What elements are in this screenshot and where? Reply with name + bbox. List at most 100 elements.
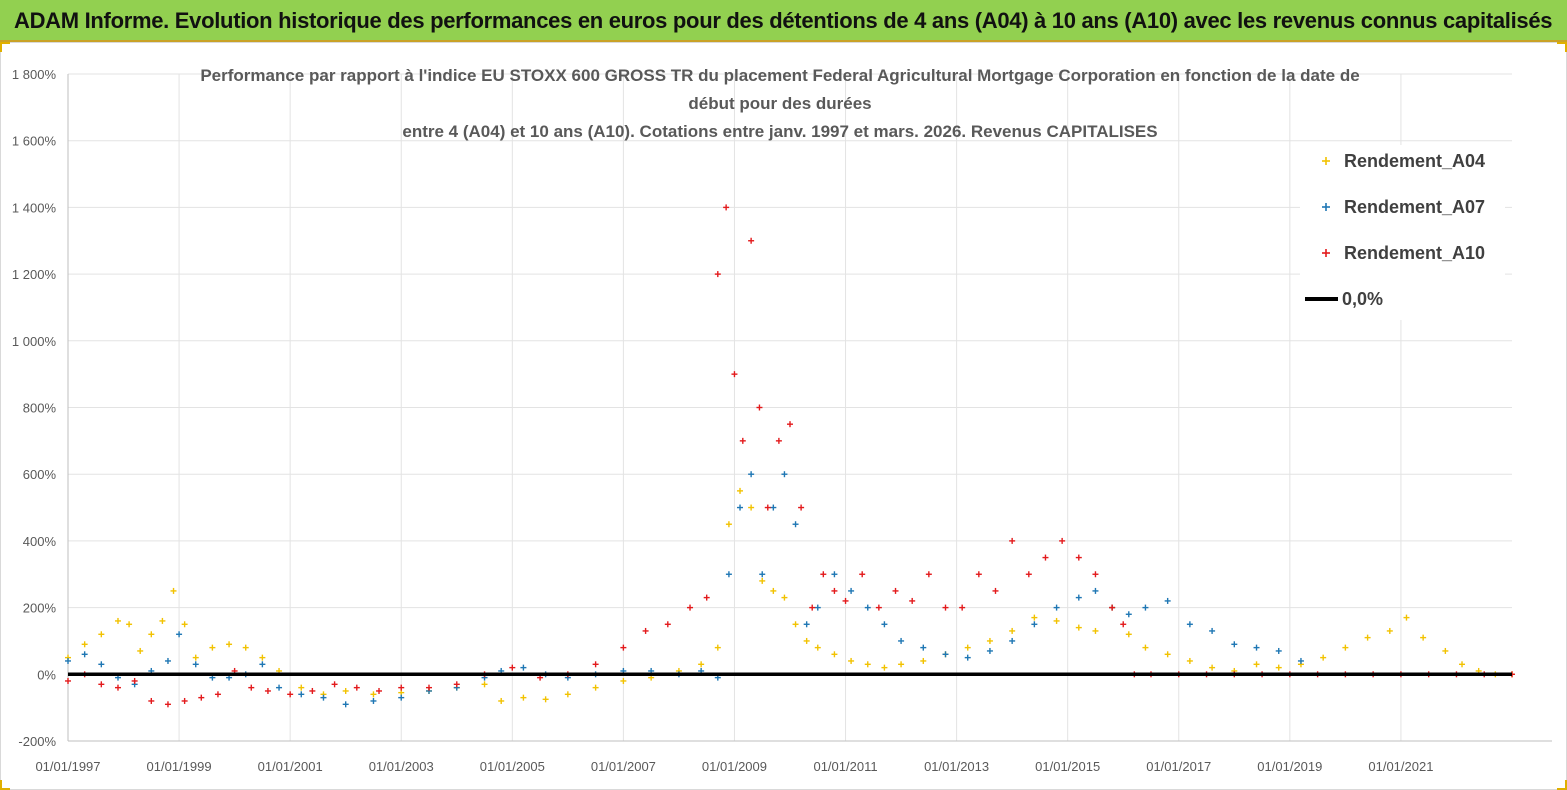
series-rendement-a04-point [114, 617, 121, 624]
series-rendement-a04-point [620, 677, 627, 684]
series-rendement-a10-point [892, 587, 899, 594]
series-rendement-a10-point [959, 604, 966, 611]
series-rendement-a04-point [1420, 634, 1427, 641]
series-rendement-a04-point [137, 647, 144, 654]
series-rendement-a10-point [925, 571, 932, 578]
series-rendement-a10-point [592, 661, 599, 668]
y-tick-label: 200% [23, 601, 57, 616]
series-rendement-a10-point [831, 587, 838, 594]
series-rendement-a04-point [1186, 657, 1193, 664]
series-rendement-a04-point [737, 487, 744, 494]
x-tick-label: 01/01/2017 [1146, 759, 1211, 774]
series-rendement-a07-point [814, 604, 821, 611]
series-rendement-a10-point [687, 604, 694, 611]
legend-cross-marker [1322, 249, 1330, 257]
series-rendement-a07-point [81, 651, 88, 658]
series-rendement-a10-point [942, 604, 949, 611]
y-tick-label: 1 600% [12, 134, 57, 149]
series-rendement-a10-point [1059, 537, 1066, 544]
series-rendement-a04-point [814, 644, 821, 651]
series-rendement-a04-point [1075, 624, 1082, 631]
y-tick-label: 1 800% [12, 67, 57, 82]
series-rendement-a10-point [909, 597, 916, 604]
series-rendement-a10-point [620, 644, 627, 651]
series-rendement-a10-point [1075, 554, 1082, 561]
data-series [65, 204, 1515, 708]
series-rendement-a07-point [1164, 597, 1171, 604]
series-rendement-a04-point [1009, 627, 1016, 634]
series-rendement-a07-point [1142, 604, 1149, 611]
series-rendement-a10-point [98, 681, 105, 688]
series-rendement-a04-point [81, 641, 88, 648]
x-tick-label: 01/01/1999 [147, 759, 212, 774]
series-rendement-a10-point [775, 437, 782, 444]
series-rendement-a10-point [739, 437, 746, 444]
series-rendement-a07-point [770, 504, 777, 511]
series-rendement-a04-point [748, 504, 755, 511]
y-tick-label: 1 400% [12, 200, 57, 215]
series-rendement-a04-point [1364, 634, 1371, 641]
series-rendement-a10-point [664, 621, 671, 628]
y-tick-label: -200% [18, 734, 56, 749]
series-rendement-a04-point [242, 644, 249, 651]
series-rendement-a07-point [1092, 587, 1099, 594]
series-rendement-a04-point [1053, 617, 1060, 624]
series-rendement-a07-point [986, 647, 993, 654]
series-rendement-a04-point [192, 654, 199, 661]
x-tick-label: 01/01/1997 [35, 759, 100, 774]
series-rendement-a07-point [1297, 657, 1304, 664]
x-tick-label: 01/01/2011 [813, 759, 877, 774]
series-rendement-a04-point [1092, 627, 1099, 634]
series-rendement-a04-point [1253, 661, 1260, 668]
corner-marker [1557, 780, 1567, 790]
y-tick-label: 1 000% [12, 334, 57, 349]
series-rendement-a07-point [98, 661, 105, 668]
series-rendement-a04-point [881, 664, 888, 671]
series-rendement-a10-point [764, 504, 771, 511]
series-rendement-a10-point [787, 421, 793, 428]
series-rendement-a10-point [1109, 604, 1116, 611]
x-tick-label: 01/01/2015 [1035, 759, 1100, 774]
corner-marker [0, 42, 10, 52]
series-rendement-a10-point [842, 597, 849, 604]
series-rendement-a10-point [148, 697, 155, 704]
series-rendement-a10-point [642, 627, 649, 634]
series-rendement-a04-point [1209, 664, 1216, 671]
series-rendement-a07-point [65, 657, 71, 664]
series-rendement-a07-point [831, 571, 838, 578]
series-rendement-a10-point [214, 691, 221, 698]
series-rendement-a07-point [398, 694, 405, 701]
legend-cross-marker [1322, 203, 1330, 211]
series-rendement-a04-point [564, 691, 571, 698]
series-rendement-a07-point [176, 631, 183, 638]
series-rendement-a10-point [426, 684, 432, 691]
series-rendement-a10-point [287, 691, 294, 698]
series-rendement-a07-point [1209, 627, 1216, 634]
series-rendement-a10-point [748, 237, 755, 244]
series-rendement-a07-point [781, 471, 788, 478]
series-rendement-a10-point [731, 371, 738, 378]
series-rendement-a10-point [264, 687, 271, 694]
chart-title: Performance par rapport à l'indice EU ST… [180, 62, 1380, 146]
series-rendement-a10-point [164, 701, 171, 708]
series-rendement-a10-point [131, 677, 138, 684]
x-tick-label: 01/01/2001 [258, 759, 323, 774]
chart-title-line: Performance par rapport à l'indice EU ST… [200, 66, 1360, 85]
series-rendement-a04-point [342, 687, 349, 694]
series-rendement-a04-point [964, 644, 971, 651]
series-rendement-a10-point [859, 571, 866, 578]
series-rendement-a07-point [192, 661, 199, 668]
series-rendement-a04-point [781, 594, 788, 601]
series-rendement-a04-point [226, 641, 233, 648]
x-tick-label: 01/01/2013 [924, 759, 989, 774]
series-rendement-a04-point [159, 617, 166, 624]
series-rendement-a04-point [1164, 651, 1171, 658]
x-tick-label: 01/01/2019 [1257, 759, 1322, 774]
chart-title-line: entre 4 (A04) et 10 ans (A10). Cotations… [402, 122, 1158, 141]
series-rendement-a04-point [181, 621, 188, 628]
series-rendement-a10-point [453, 681, 460, 688]
series-rendement-a07-point [276, 684, 283, 691]
series-rendement-a04-point [481, 681, 488, 688]
series-rendement-a10-point [65, 677, 71, 684]
series-rendement-a10-point [820, 571, 827, 578]
